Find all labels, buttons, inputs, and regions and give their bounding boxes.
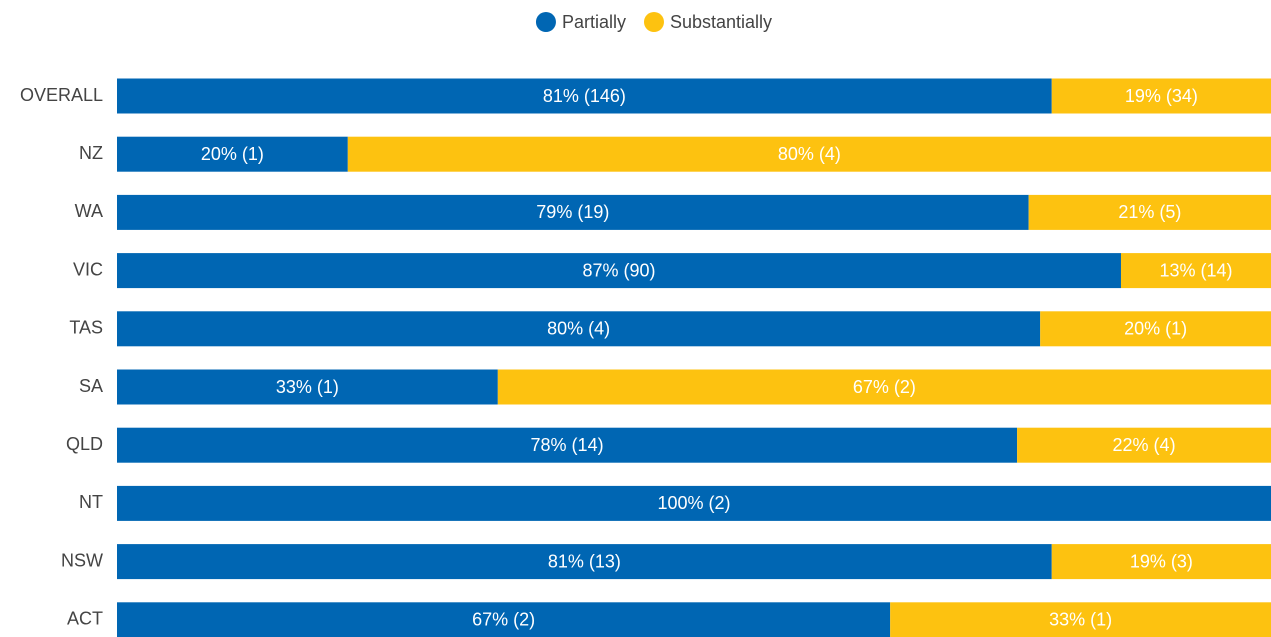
value-label: 33% (1) bbox=[1049, 610, 1112, 630]
value-label: 81% (146) bbox=[543, 86, 626, 106]
bar-segment bbox=[1028, 194, 1271, 230]
category-label: NZ bbox=[79, 143, 103, 163]
legend-swatch bbox=[535, 12, 556, 32]
category-label: TAS bbox=[69, 318, 103, 338]
bar-segment bbox=[1017, 427, 1271, 463]
value-label: 81% (13) bbox=[548, 551, 621, 571]
category-label: VIC bbox=[73, 259, 103, 279]
value-label: 13% (14) bbox=[1159, 260, 1232, 280]
value-label: 67% (2) bbox=[472, 610, 535, 630]
bar-segment bbox=[1051, 78, 1271, 114]
bar-segment bbox=[117, 602, 891, 637]
value-label: 80% (4) bbox=[778, 144, 841, 164]
category-label: OVERALL bbox=[20, 85, 103, 105]
value-label: 87% (90) bbox=[582, 260, 655, 280]
category-label: NT bbox=[79, 492, 103, 512]
category-label: ACT bbox=[67, 609, 103, 629]
category-label: SA bbox=[79, 376, 103, 396]
value-label: 20% (1) bbox=[1124, 319, 1187, 339]
bar-segment bbox=[117, 136, 348, 172]
value-label: 20% (1) bbox=[201, 144, 264, 164]
bar-segment bbox=[117, 78, 1052, 114]
value-label: 33% (1) bbox=[276, 377, 339, 397]
category-label: NSW bbox=[61, 550, 103, 570]
value-label: 100% (2) bbox=[657, 493, 730, 513]
value-label: 21% (5) bbox=[1118, 202, 1181, 222]
bar-segment bbox=[890, 602, 1271, 637]
legend-label: Partially bbox=[562, 12, 626, 32]
bar-segment bbox=[117, 485, 1271, 521]
bar-segment bbox=[117, 544, 1052, 580]
legend-label: Substantially bbox=[670, 12, 772, 32]
bar-segment bbox=[117, 369, 498, 405]
value-label: 78% (14) bbox=[531, 435, 604, 455]
legend-swatch bbox=[643, 12, 664, 32]
bar-segment bbox=[117, 311, 1041, 347]
bar-segment bbox=[347, 136, 1271, 172]
bar-segment bbox=[497, 369, 1271, 405]
value-label: 67% (2) bbox=[853, 377, 916, 397]
category-label: QLD bbox=[66, 434, 103, 454]
value-label: 79% (19) bbox=[536, 202, 609, 222]
value-label: 22% (4) bbox=[1113, 435, 1176, 455]
bar-segment bbox=[117, 194, 1029, 230]
bar-segment bbox=[1051, 544, 1271, 580]
bar-segment bbox=[1040, 311, 1271, 347]
value-label: 19% (3) bbox=[1130, 551, 1193, 571]
value-label: 80% (4) bbox=[547, 319, 610, 339]
value-label: 19% (34) bbox=[1125, 86, 1198, 106]
bar-segment bbox=[117, 253, 1121, 289]
category-label: WA bbox=[75, 201, 103, 221]
bar-segment bbox=[117, 427, 1018, 463]
bar-segment bbox=[1120, 253, 1271, 289]
